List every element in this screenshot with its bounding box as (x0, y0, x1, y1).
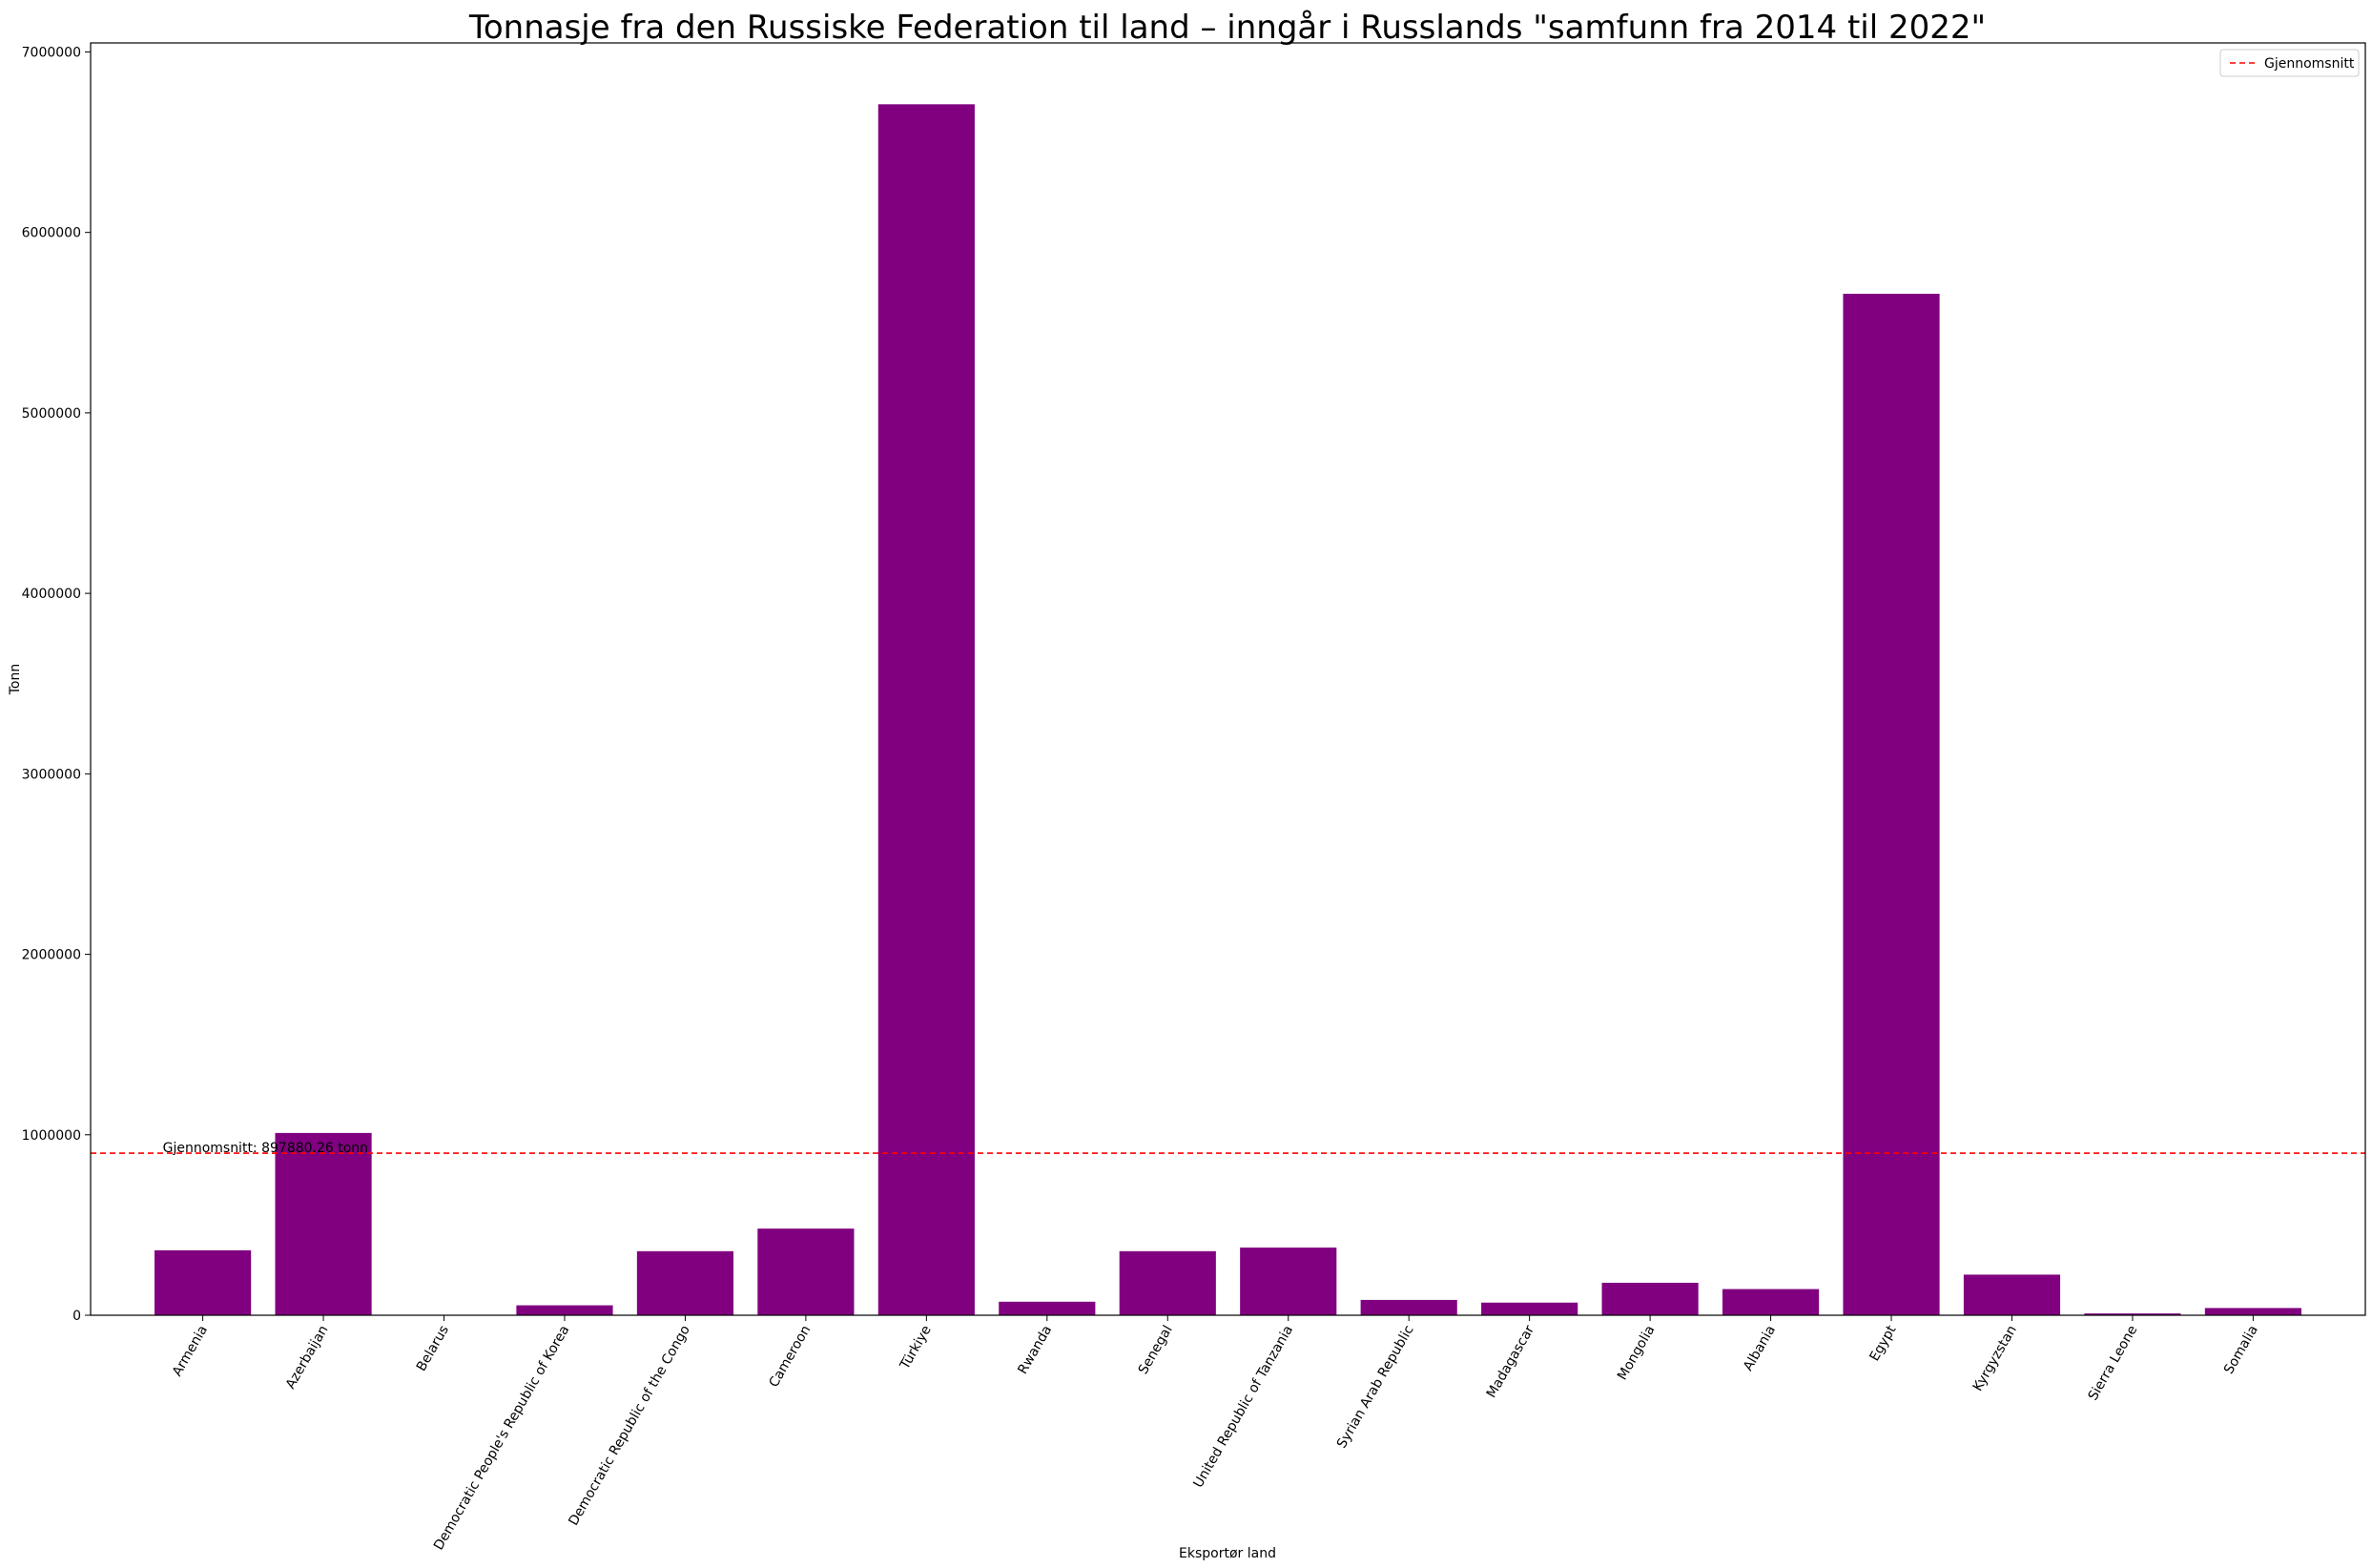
reference-line-layer: Gjennomsnitt: 897880.26 tonn (91, 1141, 2365, 1156)
bar-8 (1119, 1250, 1216, 1315)
x-tick-label-17: Somalia (2221, 1323, 2261, 1377)
x-tick-label-11: Madagascar (1484, 1323, 1537, 1401)
y-tick-label-1: 1000000 (22, 1128, 81, 1144)
plot-frame (90, 42, 2366, 1316)
bar-7 (999, 1301, 1096, 1315)
legend-box (2219, 49, 2360, 77)
legend: Gjennomsnitt (2219, 49, 2360, 77)
x-tick-label-13: Albania (1741, 1323, 1779, 1373)
bars-layer (155, 104, 2301, 1316)
y-axis-label: Tonn (8, 664, 23, 695)
bar-14 (1843, 294, 1940, 1315)
bar-9 (1240, 1248, 1337, 1315)
y-tick-label-7: 7000000 (22, 45, 81, 60)
x-tick-label-4: Democratic Republic of the Congo (566, 1323, 693, 1528)
x-tick-label-8: Senegal (1136, 1323, 1176, 1377)
y-tick-label-0: 0 (72, 1309, 81, 1324)
bar-13 (1722, 1289, 1820, 1315)
bar-10 (1360, 1299, 1457, 1315)
x-tick-label-9: United Republic of Tanzania (1191, 1323, 1297, 1491)
average-annotation: Gjennomsnitt: 897880.26 tonn (163, 1141, 368, 1156)
y-axis-ticks: 0 1000000 2000000 3000000 4000000 5000000 6000… (22, 45, 91, 1324)
y-tick-label-2: 2000000 (22, 948, 81, 963)
x-tick-label-12: Mongolia (1615, 1323, 1659, 1383)
bar-3 (516, 1305, 613, 1315)
x-tick-label-0: Armenia (170, 1323, 211, 1379)
bar-4 (636, 1250, 734, 1315)
bar-17 (2204, 1308, 2301, 1315)
legend-label: Gjennomsnitt (2264, 56, 2355, 72)
x-tick-label-2: Belarus (414, 1323, 452, 1374)
x-tick-label-14: Egypt (1867, 1323, 1899, 1364)
x-tick-label-7: Rwanda (1015, 1323, 1055, 1377)
bar-12 (1601, 1282, 1699, 1315)
bar-15 (1963, 1274, 2061, 1315)
y-tick-label-5: 5000000 (22, 406, 81, 422)
chart-title: Tonnasje fra den Russiske Federation til… (468, 9, 1986, 47)
bar-11 (1481, 1302, 1578, 1315)
y-tick-label-6: 6000000 (22, 226, 81, 241)
y-tick-label-4: 4000000 (22, 587, 81, 602)
bar-1 (275, 1132, 372, 1315)
x-axis-label: Eksportør land (1179, 1546, 1276, 1561)
x-tick-label-16: Sierra Leone (2086, 1323, 2141, 1403)
bar-5 (757, 1228, 855, 1315)
x-tick-label-15: Kyrgyzstan (1970, 1323, 2020, 1393)
x-tick-label-1: Azerbaijan (283, 1323, 332, 1392)
x-tick-label-5: Cameroon (766, 1323, 814, 1390)
y-tick-label-3: 3000000 (22, 767, 81, 782)
bar-0 (155, 1249, 252, 1315)
bar-6 (877, 104, 975, 1316)
x-tick-label-10: Syrian Arab Republic (1334, 1323, 1417, 1451)
x-tick-label-6: Türkiye (897, 1323, 934, 1372)
x-tick-label-3: Democratic People's Republic of Korea (431, 1323, 572, 1553)
bar-16 (2084, 1313, 2181, 1315)
